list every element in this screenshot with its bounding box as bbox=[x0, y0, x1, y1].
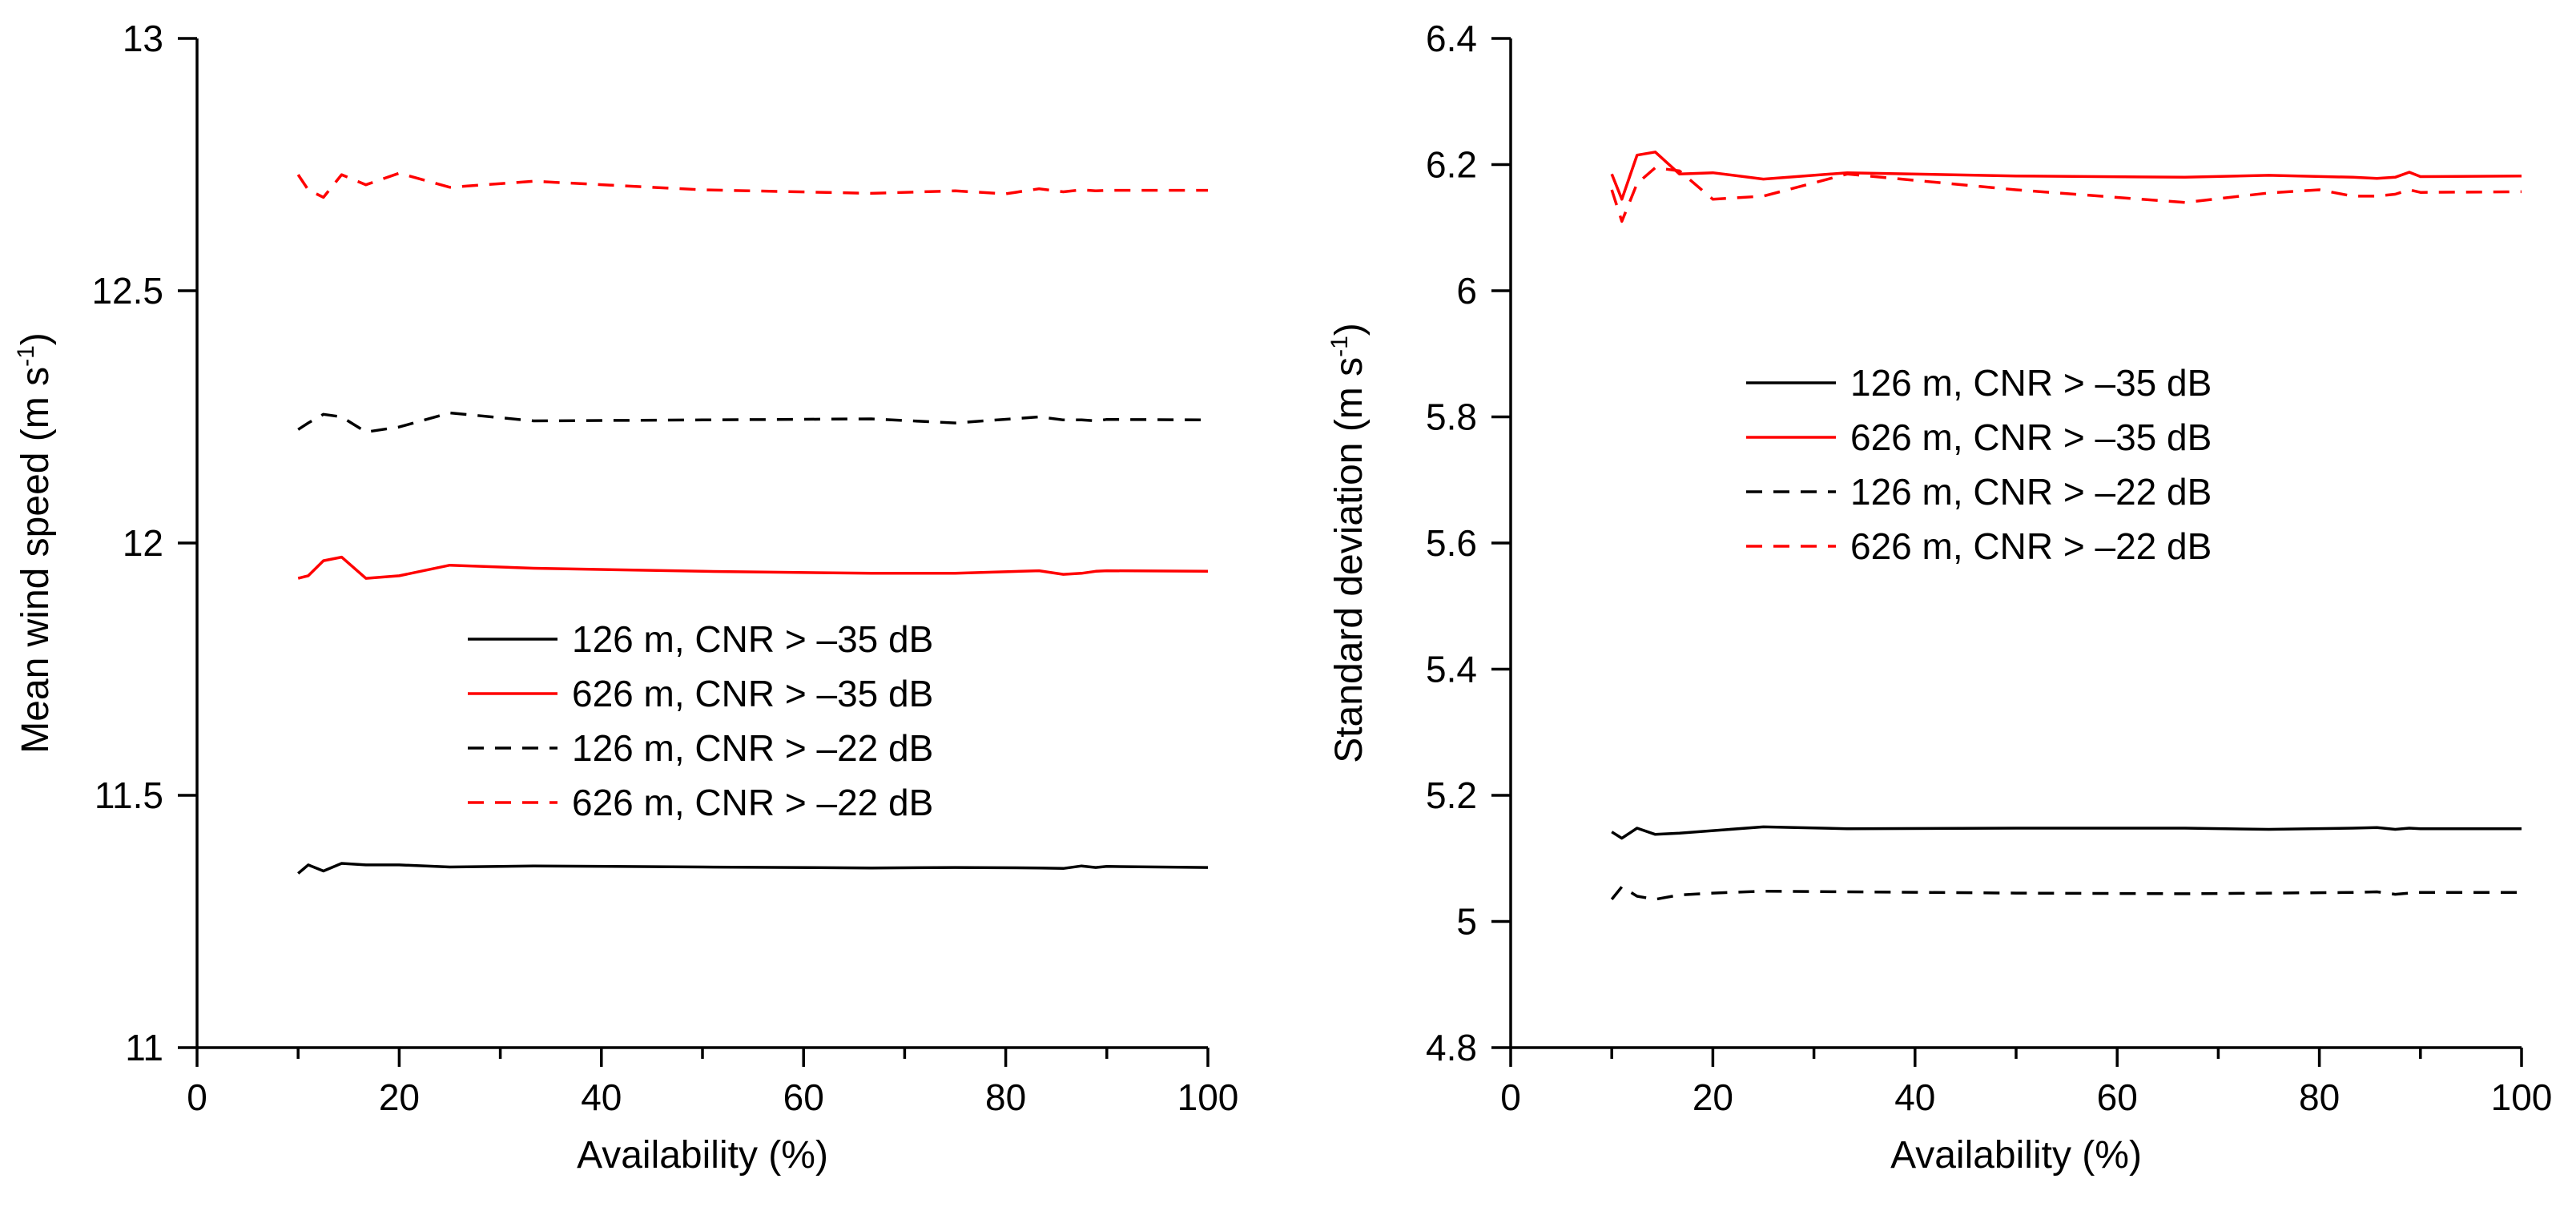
x-tick-label: 40 bbox=[581, 1076, 622, 1118]
legend-label: 126 m, CNR > –22 dB bbox=[1850, 471, 2212, 513]
legend: 126 m, CNR > –35 dB 626 m, CNR > –35 dB 12… bbox=[1746, 362, 2212, 567]
series-line-0 bbox=[1611, 825, 2522, 840]
x-axis-title: Availability (%) bbox=[577, 1134, 828, 1177]
y-tick-label: 5.4 bbox=[1426, 649, 1477, 690]
y-tick-label: 5.8 bbox=[1426, 396, 1477, 438]
legend-label: 626 m, CNR > –35 dB bbox=[572, 673, 933, 714]
y-axis-title: Mean wind speed (m s-1) bbox=[13, 332, 57, 754]
x-tick-label: 0 bbox=[187, 1076, 207, 1118]
y-axis-title-close: ) bbox=[14, 332, 57, 345]
legend-label: 626 m, CNR > –22 dB bbox=[1850, 525, 2212, 567]
y-axis-title-text: Mean wind speed (m s bbox=[14, 367, 57, 754]
series-line-1 bbox=[297, 555, 1209, 580]
series-line-2 bbox=[1610, 885, 2522, 901]
y-tick-label: 6.2 bbox=[1426, 144, 1477, 186]
y-tick-label: 6.4 bbox=[1426, 18, 1477, 59]
y-tick-label: 12.5 bbox=[91, 270, 163, 312]
y-tick-label: 5.6 bbox=[1426, 522, 1477, 564]
y-axis-title-superscript: -1 bbox=[1326, 336, 1353, 357]
left-chart-panel: 0 20 40 60 80 100 11 11.5 12 12.5 13 Availability (… bbox=[13, 18, 1238, 1177]
x-tick-label: 0 bbox=[1500, 1076, 1521, 1118]
x-tick-label: 80 bbox=[985, 1076, 1026, 1118]
legend: 126 m, CNR > –35 dB 626 m, CNR > –35 dB 12… bbox=[468, 618, 933, 823]
y-tick-label: 12 bbox=[123, 522, 163, 564]
y-tick-label: 6 bbox=[1456, 270, 1477, 312]
series-line-2 bbox=[297, 411, 1209, 434]
x-tick-label: 20 bbox=[379, 1076, 420, 1118]
series-line-0 bbox=[297, 862, 1209, 875]
x-tick-label: 60 bbox=[2097, 1076, 2138, 1118]
legend-label: 126 m, CNR > –35 dB bbox=[572, 618, 933, 660]
y-tick-label: 4.8 bbox=[1426, 1027, 1477, 1068]
y-axis-title-text: Standard deviation (m s bbox=[1328, 357, 1371, 763]
x-tick-label: 100 bbox=[2491, 1076, 2553, 1118]
x-tick-label: 40 bbox=[1894, 1076, 1935, 1118]
series-line-1 bbox=[1610, 151, 2522, 201]
x-tick-label: 60 bbox=[783, 1076, 824, 1118]
series-line-3 bbox=[296, 171, 1208, 199]
x-tick-label: 20 bbox=[1693, 1076, 1733, 1118]
y-tick-label: 13 bbox=[123, 18, 163, 59]
y-tick-label: 5 bbox=[1456, 901, 1477, 943]
x-tick-label: 80 bbox=[2299, 1076, 2340, 1118]
y-tick-label: 5.2 bbox=[1426, 774, 1477, 816]
right-chart-panel: 0 20 40 60 80 100 4.8 5 5.2 5.4 5.6 5.8 6 6.2 6.4 Avail… bbox=[1326, 18, 2552, 1177]
legend-label: 126 m, CNR > –22 dB bbox=[572, 727, 933, 769]
legend-label: 626 m, CNR > –22 dB bbox=[572, 782, 933, 823]
y-axis-title: Standard deviation (m s-1) bbox=[1326, 323, 1371, 763]
legend-label: 126 m, CNR > –35 dB bbox=[1850, 362, 2212, 404]
x-tick-label: 100 bbox=[1177, 1076, 1239, 1118]
y-axis-title-superscript: -1 bbox=[13, 345, 39, 367]
series-line-3 bbox=[1610, 166, 2522, 223]
y-tick-label: 11 bbox=[125, 1027, 163, 1068]
y-tick-label: 11.5 bbox=[95, 774, 163, 816]
legend-label: 626 m, CNR > –35 dB bbox=[1850, 416, 2212, 458]
y-axis-title-close: ) bbox=[1328, 323, 1371, 336]
x-axis-title: Availability (%) bbox=[1890, 1134, 2142, 1177]
